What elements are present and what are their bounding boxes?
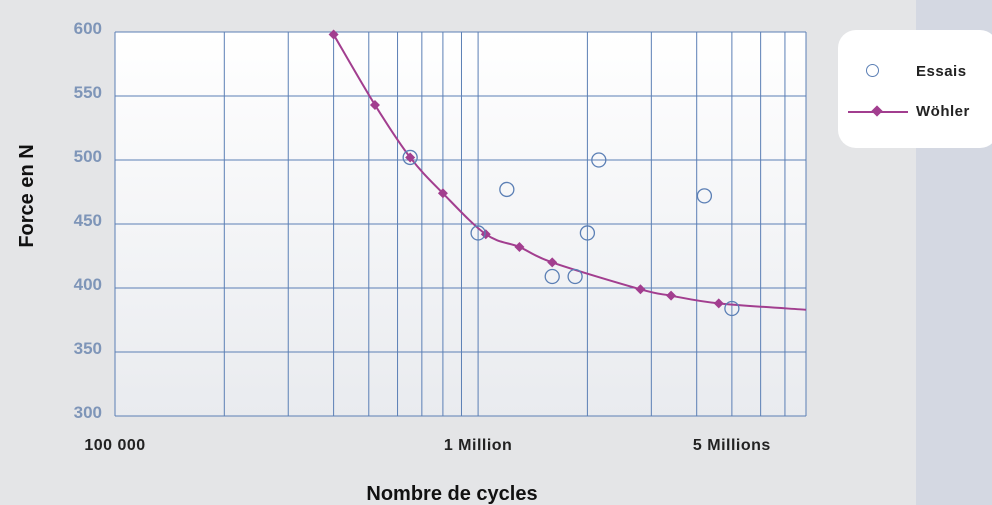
circle-marker-icon [866,64,879,77]
wohler-point [369,99,380,110]
y-tick-label: 300 [74,403,102,422]
y-tick-label: 600 [74,19,102,38]
y-tick-label: 400 [74,275,102,294]
essais-point [579,225,596,241]
x-axis-ticks: 100 000 1 Million 5 Millions [84,437,771,454]
wohler-point [635,284,646,295]
essais-point [470,225,486,241]
wohler-series [328,29,807,311]
essais-point [402,149,418,166]
x-axis-label: Nombre de cycles [366,483,537,505]
x-tick-label: 100 000 [84,437,145,454]
legend-label-essais: Essais [916,63,967,80]
y-axis-ticks: 300 350 400 450 500 550 600 [74,19,102,422]
y-tick-label: 450 [74,211,102,230]
y-tick-label: 500 [74,147,102,166]
essais-point [696,188,713,204]
x-tick-label: 5 Millions [693,437,771,454]
y-axis-label: Force en N [16,144,38,247]
essais-point [499,181,515,198]
wohler-point [437,188,448,199]
wohler-point [666,290,677,301]
essais-point [591,152,607,168]
legend-item-wohler: Wöhler [838,100,992,124]
y-tick-label: 550 [74,83,102,102]
wohler-point [547,257,558,268]
x-tick-label: 1 Million [444,437,513,454]
diamond-marker-icon [871,105,883,117]
essais-point [567,268,583,285]
y-tick-label: 350 [74,339,102,358]
wohler-point [514,242,525,253]
wohler-point [713,298,724,309]
essais-point [724,300,740,317]
grid [114,31,807,417]
legend-item-essais: Essais [838,60,992,84]
legend: Essais Wöhler [838,30,992,148]
legend-label-wohler: Wöhler [916,103,970,120]
essais-point [544,268,560,285]
wohler-point [405,152,416,163]
wohler-point [328,29,339,40]
essais-series [402,149,740,317]
